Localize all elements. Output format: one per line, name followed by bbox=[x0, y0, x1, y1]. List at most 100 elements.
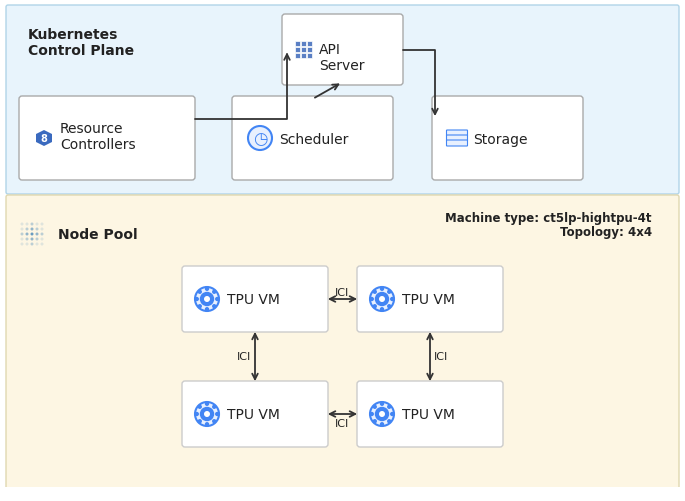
Bar bbox=[307, 54, 312, 59]
Text: TPU VM: TPU VM bbox=[227, 407, 280, 421]
Circle shape bbox=[215, 297, 219, 302]
Text: TPU VM: TPU VM bbox=[402, 407, 455, 421]
Text: 8: 8 bbox=[40, 134, 47, 144]
Circle shape bbox=[370, 412, 374, 416]
FancyBboxPatch shape bbox=[432, 97, 583, 181]
FancyBboxPatch shape bbox=[19, 97, 195, 181]
FancyBboxPatch shape bbox=[182, 381, 328, 447]
Circle shape bbox=[373, 405, 377, 409]
Circle shape bbox=[373, 290, 377, 295]
Circle shape bbox=[215, 412, 219, 416]
Bar bbox=[0, 487, 685, 501]
Text: TPU VM: TPU VM bbox=[227, 293, 280, 307]
Circle shape bbox=[21, 223, 23, 226]
Circle shape bbox=[195, 297, 199, 302]
Circle shape bbox=[31, 243, 34, 246]
FancyBboxPatch shape bbox=[447, 141, 467, 147]
Bar bbox=[307, 42, 312, 47]
Circle shape bbox=[212, 290, 216, 295]
FancyBboxPatch shape bbox=[357, 381, 503, 447]
FancyBboxPatch shape bbox=[182, 267, 328, 332]
Circle shape bbox=[380, 308, 384, 312]
Circle shape bbox=[390, 297, 395, 302]
Circle shape bbox=[198, 305, 202, 309]
Circle shape bbox=[25, 223, 29, 226]
Circle shape bbox=[387, 290, 391, 295]
Circle shape bbox=[36, 228, 38, 231]
Bar bbox=[295, 42, 300, 47]
Text: ICI: ICI bbox=[237, 352, 251, 362]
Circle shape bbox=[373, 305, 377, 309]
Circle shape bbox=[198, 405, 202, 409]
Circle shape bbox=[21, 233, 23, 236]
Circle shape bbox=[40, 243, 44, 246]
Circle shape bbox=[387, 419, 391, 423]
FancyBboxPatch shape bbox=[6, 195, 679, 489]
Circle shape bbox=[198, 419, 202, 423]
Text: ICI: ICI bbox=[336, 288, 349, 298]
Circle shape bbox=[21, 238, 23, 241]
Text: Scheduler: Scheduler bbox=[279, 133, 349, 147]
Text: Storage: Storage bbox=[473, 133, 527, 147]
Circle shape bbox=[200, 407, 214, 421]
Circle shape bbox=[21, 243, 23, 246]
Bar bbox=[301, 54, 306, 59]
Circle shape bbox=[387, 305, 391, 309]
Circle shape bbox=[375, 407, 389, 421]
Circle shape bbox=[380, 287, 384, 292]
FancyBboxPatch shape bbox=[447, 136, 467, 142]
Circle shape bbox=[370, 402, 394, 426]
Circle shape bbox=[205, 308, 209, 312]
Circle shape bbox=[198, 290, 202, 295]
Text: Resource
Controllers: Resource Controllers bbox=[60, 122, 136, 152]
Circle shape bbox=[195, 412, 199, 416]
Bar bbox=[295, 48, 300, 53]
Text: Node Pool: Node Pool bbox=[58, 227, 138, 241]
FancyBboxPatch shape bbox=[232, 97, 393, 181]
Circle shape bbox=[248, 127, 272, 151]
Text: ICI: ICI bbox=[434, 352, 448, 362]
Circle shape bbox=[25, 228, 29, 231]
Circle shape bbox=[31, 223, 34, 226]
Circle shape bbox=[379, 297, 385, 303]
FancyBboxPatch shape bbox=[357, 267, 503, 332]
Text: Machine type: ct5lp-hightpu-4t: Machine type: ct5lp-hightpu-4t bbox=[445, 211, 652, 224]
Circle shape bbox=[370, 297, 374, 302]
Circle shape bbox=[31, 228, 34, 231]
Text: ICI: ICI bbox=[336, 418, 349, 428]
Circle shape bbox=[36, 243, 38, 246]
Circle shape bbox=[31, 238, 34, 241]
Circle shape bbox=[25, 238, 29, 241]
Circle shape bbox=[387, 405, 391, 409]
Circle shape bbox=[370, 288, 394, 312]
FancyBboxPatch shape bbox=[6, 6, 679, 194]
Circle shape bbox=[380, 402, 384, 406]
Circle shape bbox=[380, 422, 384, 426]
Bar bbox=[295, 54, 300, 59]
Circle shape bbox=[205, 402, 209, 406]
Circle shape bbox=[375, 292, 389, 307]
Circle shape bbox=[36, 238, 38, 241]
Circle shape bbox=[40, 228, 44, 231]
Circle shape bbox=[31, 233, 34, 236]
Bar bbox=[301, 42, 306, 47]
Circle shape bbox=[204, 297, 210, 303]
Circle shape bbox=[200, 292, 214, 307]
Circle shape bbox=[195, 288, 219, 312]
Circle shape bbox=[40, 238, 44, 241]
Circle shape bbox=[379, 411, 385, 417]
Circle shape bbox=[40, 223, 44, 226]
Circle shape bbox=[40, 233, 44, 236]
Circle shape bbox=[390, 412, 395, 416]
Text: Topology: 4x4: Topology: 4x4 bbox=[560, 225, 652, 238]
Circle shape bbox=[195, 402, 219, 426]
Circle shape bbox=[205, 287, 209, 292]
Circle shape bbox=[373, 419, 377, 423]
Circle shape bbox=[36, 223, 38, 226]
Circle shape bbox=[212, 419, 216, 423]
Bar bbox=[307, 48, 312, 53]
Text: ◷: ◷ bbox=[253, 130, 267, 148]
Polygon shape bbox=[36, 131, 52, 147]
Circle shape bbox=[212, 305, 216, 309]
Circle shape bbox=[25, 243, 29, 246]
